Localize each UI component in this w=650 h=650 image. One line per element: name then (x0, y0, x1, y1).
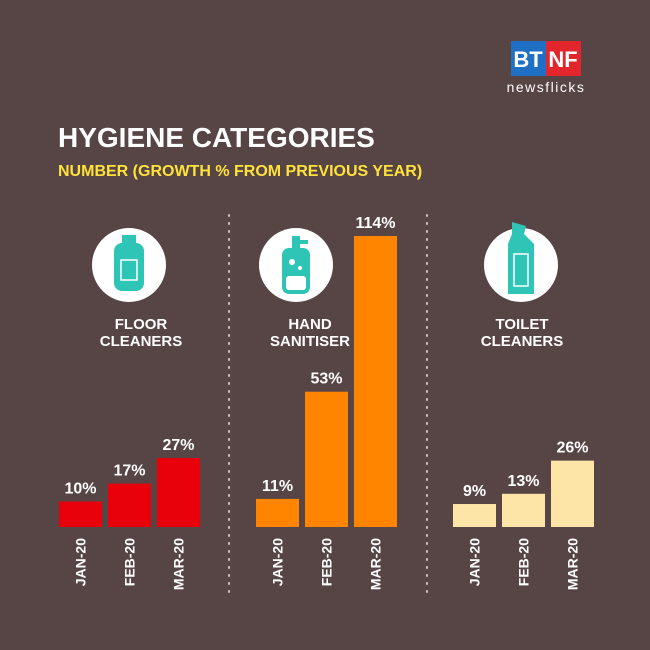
logo-right-box (546, 41, 581, 76)
bar (59, 501, 102, 527)
x-tick-label: MAR-20 (565, 538, 581, 590)
logo-right: NF (548, 47, 577, 72)
panel-title: FLOOR CLEANERS (99, 316, 183, 350)
x-tick-label: FEB-20 (319, 538, 335, 586)
bar (256, 498, 299, 527)
value-label: 53% (310, 371, 342, 388)
value-label: 27% (162, 437, 194, 454)
bar (453, 504, 496, 527)
value-label: 9% (463, 483, 486, 500)
logo-tagline: newsflicks (507, 79, 586, 95)
bar (108, 483, 151, 527)
bar (305, 391, 348, 527)
value-label: 26% (556, 440, 588, 457)
x-tick-label: MAR-20 (368, 538, 384, 590)
x-tick-label: MAR-20 (171, 538, 187, 590)
bar (157, 458, 200, 527)
value-label: 10% (64, 480, 96, 497)
subtitle: NUMBER (GROWTH % FROM PREVIOUS YEAR) (58, 163, 422, 180)
x-tick-label: JAN-20 (73, 538, 89, 586)
bar (354, 236, 397, 527)
x-tick-label: FEB-20 (122, 538, 138, 586)
x-tick-label: FEB-20 (516, 538, 532, 586)
bar (502, 493, 545, 527)
x-tick-label: JAN-20 (467, 538, 483, 586)
value-label: 114% (355, 215, 395, 232)
value-label: 17% (113, 463, 145, 480)
logo-left-box (511, 41, 546, 76)
panel-title: TOILET CLEANERS (480, 316, 564, 350)
bar (551, 460, 594, 527)
icon-floor (92, 228, 166, 302)
logo-left: BT (513, 47, 543, 72)
value-label: 11% (262, 478, 293, 495)
x-tick-label: JAN-20 (270, 538, 286, 586)
title: HYGIENE CATEGORIES (58, 122, 375, 153)
panel-title: HAND SANITISER (269, 316, 350, 350)
icon-toilet (484, 222, 558, 302)
icon-sanitiser (259, 228, 333, 302)
value-label: 13% (507, 473, 539, 490)
